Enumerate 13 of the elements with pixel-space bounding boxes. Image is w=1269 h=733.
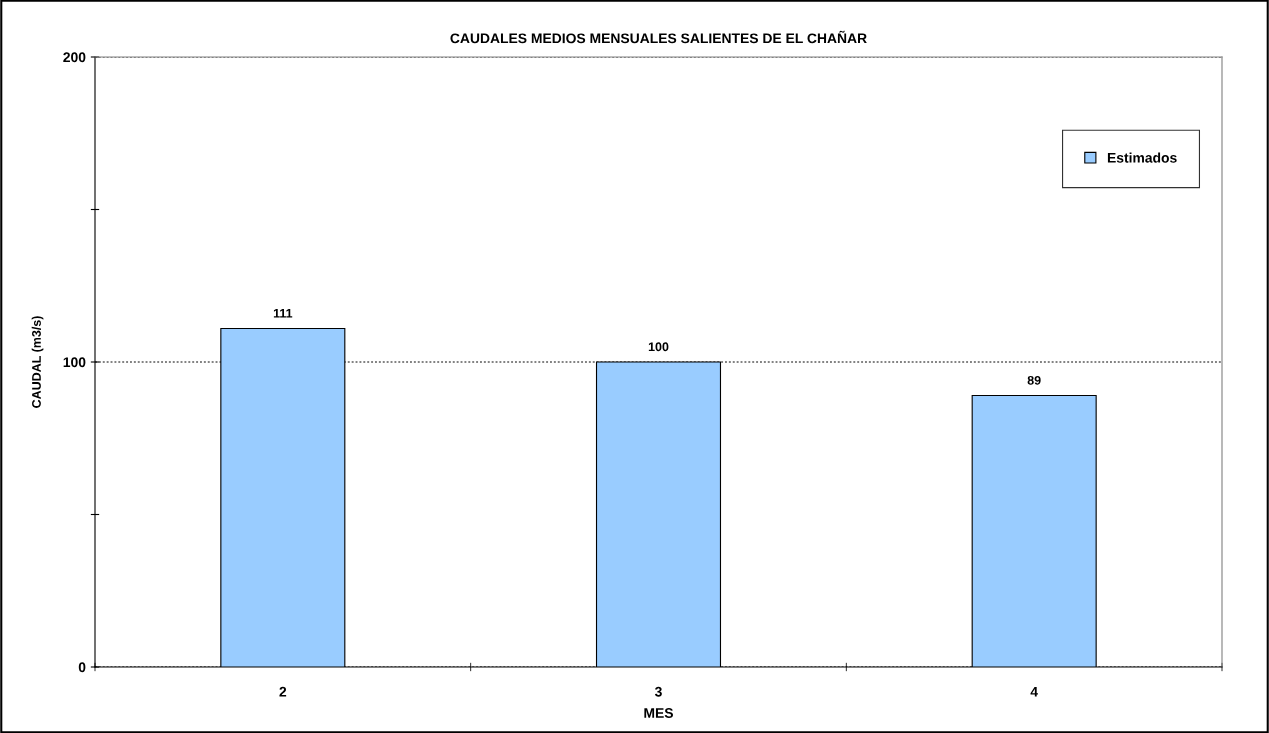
x-tick-label: 2: [279, 686, 287, 697]
y-tick-label: 100: [63, 357, 86, 368]
y-axis-title: CAUDAL (m3/s): [31, 316, 44, 408]
legend-label: Estimados: [1107, 152, 1177, 163]
chart-title: CAUDALES MEDIOS MENSUALES SALIENTES DE EL CHAÑAR: [450, 30, 867, 44]
x-tick-label: 4: [1030, 686, 1038, 697]
data-label: 89: [1027, 375, 1041, 385]
x-tick-label: 3: [654, 686, 662, 697]
data-label: 111: [273, 308, 293, 318]
x-axis-title: MES: [644, 708, 674, 718]
y-tick-label: 0: [78, 662, 86, 673]
y-tick-label: 200: [63, 52, 86, 63]
data-label: 100: [648, 342, 669, 352]
